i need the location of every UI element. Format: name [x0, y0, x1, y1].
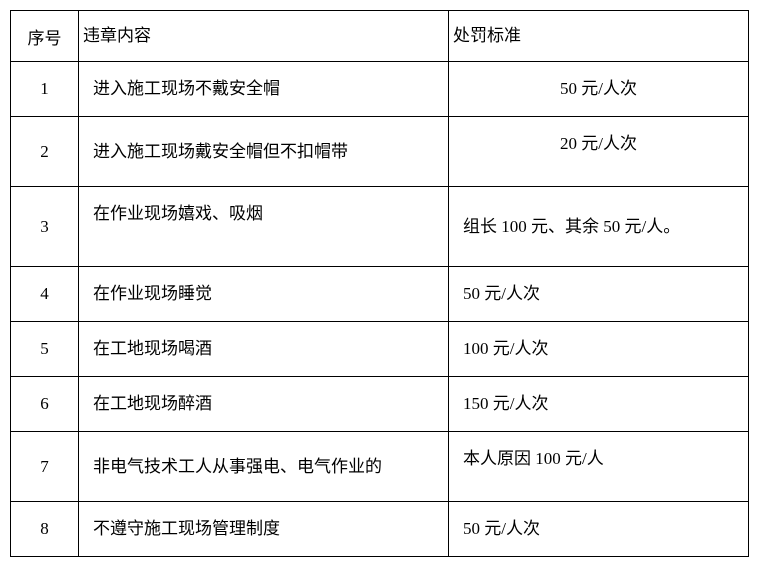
- cell-penalty: 50 元/人次: [449, 502, 749, 557]
- cell-penalty: 50 元/人次: [449, 267, 749, 322]
- table-row: 1 进入施工现场不戴安全帽 50 元/人次: [11, 62, 749, 117]
- table-row: 2 进入施工现场戴安全帽但不扣帽带 20 元/人次: [11, 117, 749, 187]
- penalty-table: 序号 违章内容 处罚标准 1 进入施工现场不戴安全帽 50 元/人次 2 进入施…: [10, 10, 749, 557]
- cell-content: 在工地现场醉酒: [79, 377, 449, 432]
- cell-num: 6: [11, 377, 79, 432]
- header-content: 违章内容: [79, 11, 449, 62]
- cell-content: 在工地现场喝酒: [79, 322, 449, 377]
- cell-content: 进入施工现场戴安全帽但不扣帽带: [79, 117, 449, 187]
- cell-penalty: 100 元/人次: [449, 322, 749, 377]
- table-row: 6 在工地现场醉酒 150 元/人次: [11, 377, 749, 432]
- cell-content: 非电气技术工人从事强电、电气作业的: [79, 432, 449, 502]
- cell-penalty: 组长 100 元、其余 50 元/人。: [449, 187, 749, 267]
- cell-content: 进入施工现场不戴安全帽: [79, 62, 449, 117]
- cell-num: 5: [11, 322, 79, 377]
- header-num: 序号: [11, 11, 79, 62]
- cell-content: 在作业现场嬉戏、吸烟: [79, 187, 449, 267]
- cell-num: 4: [11, 267, 79, 322]
- cell-penalty: 50 元/人次: [449, 62, 749, 117]
- cell-penalty: 150 元/人次: [449, 377, 749, 432]
- cell-penalty: 本人原因 100 元/人: [449, 432, 749, 502]
- header-penalty: 处罚标准: [449, 11, 749, 62]
- table-row: 4 在作业现场睡觉 50 元/人次: [11, 267, 749, 322]
- cell-num: 7: [11, 432, 79, 502]
- cell-num: 1: [11, 62, 79, 117]
- table-header-row: 序号 违章内容 处罚标准: [11, 11, 749, 62]
- cell-num: 3: [11, 187, 79, 267]
- table-body: 1 进入施工现场不戴安全帽 50 元/人次 2 进入施工现场戴安全帽但不扣帽带 …: [11, 62, 749, 557]
- cell-content: 不遵守施工现场管理制度: [79, 502, 449, 557]
- table-row: 3 在作业现场嬉戏、吸烟 组长 100 元、其余 50 元/人。: [11, 187, 749, 267]
- cell-num: 8: [11, 502, 79, 557]
- cell-penalty: 20 元/人次: [449, 117, 749, 187]
- table-row: 7 非电气技术工人从事强电、电气作业的 本人原因 100 元/人: [11, 432, 749, 502]
- cell-num: 2: [11, 117, 79, 187]
- cell-content: 在作业现场睡觉: [79, 267, 449, 322]
- table-row: 5 在工地现场喝酒 100 元/人次: [11, 322, 749, 377]
- table-row: 8 不遵守施工现场管理制度 50 元/人次: [11, 502, 749, 557]
